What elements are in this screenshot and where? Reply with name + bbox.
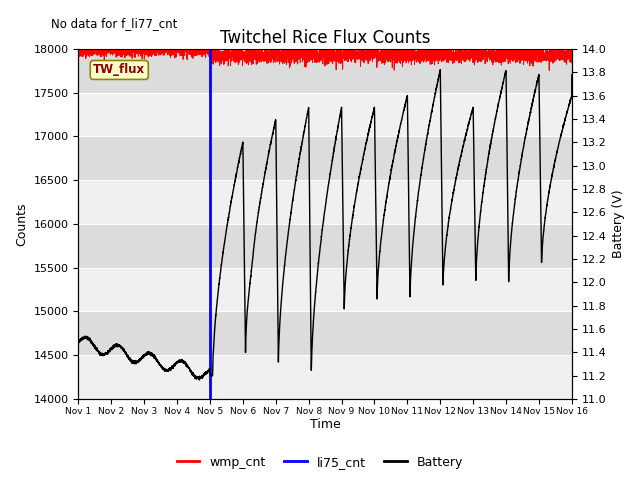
Y-axis label: Counts: Counts xyxy=(15,202,28,246)
Bar xyxy=(79,136,572,180)
X-axis label: Time: Time xyxy=(310,419,340,432)
Title: Twitchel Rice Flux Counts: Twitchel Rice Flux Counts xyxy=(220,29,430,48)
Bar xyxy=(79,180,572,224)
Legend: wmp_cnt, li75_cnt, Battery: wmp_cnt, li75_cnt, Battery xyxy=(172,451,468,474)
Y-axis label: Battery (V): Battery (V) xyxy=(612,190,625,258)
Bar xyxy=(79,93,572,136)
Text: TW_flux: TW_flux xyxy=(93,63,145,76)
Bar xyxy=(79,355,572,399)
Bar xyxy=(79,312,572,355)
Text: No data for f_li77_cnt: No data for f_li77_cnt xyxy=(51,17,177,30)
Bar xyxy=(79,49,572,93)
Bar xyxy=(79,268,572,312)
Bar xyxy=(79,224,572,268)
